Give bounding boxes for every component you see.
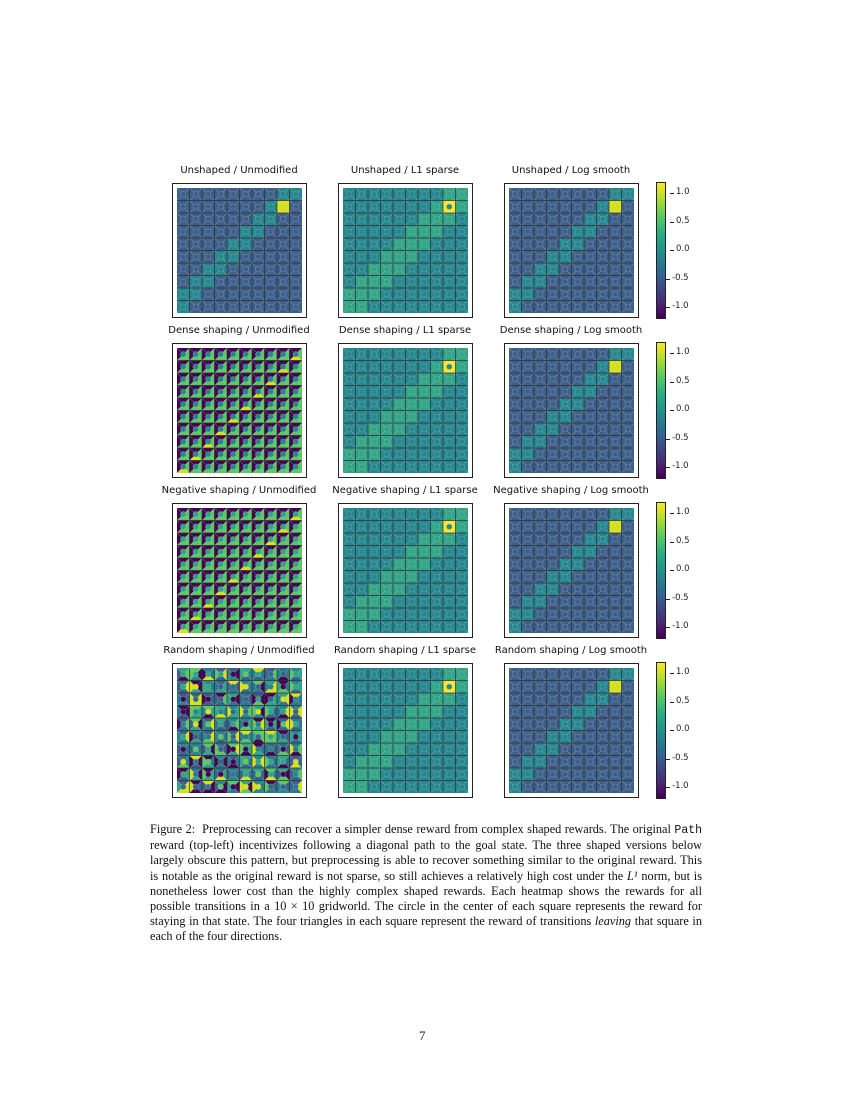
heatmap-panel — [172, 663, 307, 798]
colorbar-tick: 0.0 — [670, 244, 690, 254]
colorbar-tick: 0.0 — [670, 724, 690, 734]
colorbar-tick: 0.5 — [670, 535, 690, 546]
heatmap-panel — [172, 343, 307, 478]
heatmap-panel — [172, 503, 307, 638]
colorbar-tick: 1.0 — [670, 187, 690, 197]
figure-caption: Figure 2: Preprocessing can recover a si… — [150, 822, 703, 944]
panel-title: Unshaped / L1 sparse — [350, 165, 460, 176]
colorbar-tick: 0.5 — [670, 375, 690, 386]
heatmap-panel — [172, 183, 307, 318]
heatmap-panel — [338, 183, 473, 318]
colorbar-tick: -0.5 — [666, 272, 689, 283]
colorbar-tick: 0.5 — [670, 695, 690, 706]
colorbar — [656, 342, 666, 479]
colorbar-tick: 1.0 — [670, 667, 690, 677]
colorbar-tick: 1.0 — [670, 507, 690, 517]
colorbar-tick: -1.0 — [666, 301, 689, 311]
colorbar — [656, 182, 666, 319]
colorbar — [656, 662, 666, 799]
heatmap-panel — [504, 343, 639, 478]
panel-title: Negative shaping / L1 sparse — [332, 485, 478, 496]
colorbar-tick: -1.0 — [666, 621, 689, 631]
panel-title: Negative shaping / Unmodified — [161, 485, 317, 496]
panel-title: Dense shaping / L1 sparse — [338, 325, 472, 336]
panel-title: Random shaping / Unmodified — [163, 645, 315, 656]
colorbar — [656, 502, 666, 639]
panel-title: Dense shaping / Unmodified — [168, 325, 310, 336]
panel-title: Random shaping / L1 sparse — [333, 645, 477, 656]
heatmap-panel — [504, 663, 639, 798]
path-code: Path — [674, 824, 703, 837]
heatmap-panel — [338, 663, 473, 798]
colorbar-tick: 0.5 — [670, 215, 690, 226]
colorbar-tick: -0.5 — [666, 592, 689, 603]
panel-title: Unshaped / Unmodified — [180, 165, 298, 176]
heatmap-panel — [504, 183, 639, 318]
colorbar-tick: 1.0 — [670, 347, 690, 357]
panel-title: Unshaped / Log smooth — [511, 165, 631, 176]
panel-title: Dense shaping / Log smooth — [499, 325, 643, 336]
l1-norm: L¹ — [627, 868, 638, 883]
panel-title: Negative shaping / Log smooth — [493, 485, 649, 496]
colorbar-tick: 0.0 — [670, 564, 690, 574]
caption-label: Figure 2: — [150, 822, 196, 836]
page-number: 7 — [419, 1028, 426, 1043]
heatmap-panel — [338, 343, 473, 478]
heatmap-panel — [338, 503, 473, 638]
colorbar-tick: -0.5 — [666, 432, 689, 443]
panel-title: Random shaping / Log smooth — [494, 645, 648, 656]
heatmap-panel — [504, 503, 639, 638]
colorbar-tick: -1.0 — [666, 461, 689, 471]
colorbar-tick: 0.0 — [670, 404, 690, 414]
colorbar-tick: -0.5 — [666, 752, 689, 763]
colorbar-tick: -1.0 — [666, 781, 689, 791]
